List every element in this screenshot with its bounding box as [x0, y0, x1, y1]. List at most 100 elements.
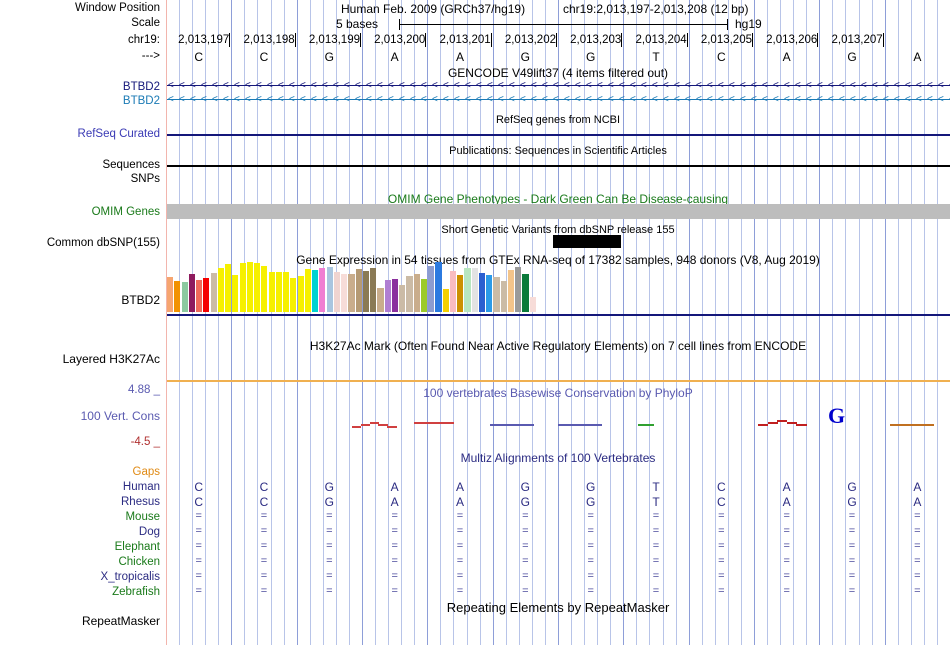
gtex-tissue-bar[interactable]	[384, 279, 391, 312]
gtex-tissue-bar[interactable]	[167, 276, 174, 312]
track-label-omim-genes[interactable]: OMIM Genes	[91, 206, 160, 218]
gtex-tissue-bar[interactable]	[326, 266, 333, 312]
position-text[interactable]: chr19:2,013,197-2,013,208 (12 bp)	[563, 2, 749, 16]
gene-strand-arrow: <	[509, 94, 515, 105]
refseq-gene-line[interactable]	[166, 134, 950, 136]
multiz-species-label-dog[interactable]: Dog	[138, 526, 160, 538]
multiz-species-label-rhesus[interactable]: Rhesus	[121, 496, 160, 508]
multiz-alignment-cell: =	[195, 510, 202, 522]
gtex-tissue-bar[interactable]	[348, 274, 355, 312]
gtex-tissue-bar[interactable]	[442, 288, 449, 312]
gtex-tissue-bar[interactable]	[312, 270, 319, 312]
ruler-tick	[294, 33, 296, 47]
track-label-layered-h3k27ac[interactable]: Layered H3K27Ac	[62, 352, 160, 366]
gene-strand-arrow: <	[619, 80, 625, 91]
gtex-tissue-bar[interactable]	[225, 263, 232, 312]
multiz-species-label-chicken[interactable]: Chicken	[118, 556, 160, 568]
gtex-tissue-bar[interactable]	[304, 269, 311, 312]
multiz-species-label-zebrafish[interactable]: Zebrafish	[112, 586, 160, 598]
multiz-species-label-human[interactable]: Human	[122, 481, 160, 493]
gtex-tissue-bar[interactable]	[478, 273, 486, 312]
phylop-wiggle[interactable]: G	[166, 386, 950, 438]
gtex-tissue-bar[interactable]	[181, 282, 188, 312]
gtex-tissue-bar[interactable]	[391, 278, 399, 312]
grid-line	[754, 0, 755, 645]
multiz-alignment-cell: =	[848, 585, 856, 597]
gtex-tissue-bar[interactable]	[246, 262, 253, 312]
gtex-tissue-bar[interactable]	[377, 287, 384, 312]
gtex-tissue-bar[interactable]	[362, 271, 370, 312]
gtex-tissue-bar[interactable]	[319, 267, 326, 312]
gtex-tissue-bar[interactable]	[406, 275, 413, 312]
gtex-tissue-bar[interactable]	[196, 279, 203, 312]
gtex-tissue-bar[interactable]	[188, 274, 195, 312]
gene-row-btbd2-1[interactable]: < < < < < < < < < < < < < < < < < < < < < < < < < < < < < < < < < < < < < < < <…	[166, 80, 950, 91]
gtex-tissue-bar[interactable]	[449, 271, 457, 312]
gtex-tissue-bar[interactable]	[355, 269, 362, 312]
grid-line	[623, 0, 625, 645]
dbsnp-variant-box[interactable]	[553, 235, 621, 248]
gtex-barchart[interactable]	[167, 262, 537, 312]
gtex-tissue-bar[interactable]	[420, 278, 428, 312]
omim-gene-bar[interactable]	[166, 204, 950, 219]
track-label-repeatmasker[interactable]: RepeatMasker	[81, 614, 160, 628]
gtex-tissue-bar[interactable]	[457, 274, 464, 312]
gtex-tissue-bar[interactable]	[333, 272, 340, 312]
gtex-tissue-bar[interactable]	[515, 266, 522, 312]
gtex-tissue-bar[interactable]	[217, 268, 224, 312]
gtex-tissue-bar[interactable]	[210, 273, 217, 312]
multiz-species-label-x_tropicalis[interactable]: X_tropicalis	[100, 571, 160, 583]
gene-strand-arrow: <	[465, 80, 471, 91]
gene-strand-arrow: <	[223, 80, 229, 91]
track-label-refseq-curated[interactable]: RefSeq Curated	[77, 128, 160, 140]
track-label-btbd2-gencode-1[interactable]: BTBD2	[122, 81, 160, 93]
gtex-tissue-bar[interactable]	[232, 274, 239, 312]
gtex-tissue-bar[interactable]	[428, 265, 435, 312]
gtex-tissue-bar[interactable]	[283, 272, 290, 312]
track-label-common-dbsnp[interactable]: Common dbSNP(155)	[46, 237, 160, 249]
gtex-tissue-bar[interactable]	[500, 281, 507, 312]
multiz-species-label-mouse[interactable]: Mouse	[125, 511, 160, 523]
gtex-tissue-bar[interactable]	[174, 281, 181, 312]
phylop-score-segment	[360, 424, 371, 426]
gtex-tissue-bar[interactable]	[341, 274, 348, 312]
gtex-tissue-bar[interactable]	[493, 276, 500, 312]
ruler-tick	[686, 33, 688, 47]
phylop-base-letter[interactable]: G	[828, 403, 845, 428]
gene-strand-arrow: <	[608, 80, 614, 91]
multiz-species-label-elephant[interactable]: Elephant	[114, 541, 160, 553]
track-label-sequences[interactable]: Sequences	[102, 159, 160, 171]
gtex-tissue-bar[interactable]	[268, 272, 275, 312]
gtex-tissue-bar[interactable]	[261, 265, 268, 312]
gtex-tissue-bar[interactable]	[529, 297, 536, 312]
gtex-tissue-bar[interactable]	[275, 272, 282, 312]
gtex-tissue-bar[interactable]	[399, 285, 406, 312]
gtex-tissue-bar[interactable]	[297, 275, 304, 312]
grid-line	[675, 0, 677, 645]
gtex-tissue-bar[interactable]	[435, 262, 442, 312]
phylop-score-segment	[786, 422, 797, 424]
multiz-species-label-gaps[interactable]: Gaps	[132, 466, 161, 478]
gtex-tissue-bar[interactable]	[413, 274, 420, 312]
gene-row-btbd2-2[interactable]: < < < < < < < < < < < < < < < < < < < < < < < < < < < < < < < < < < < < < < < <…	[166, 94, 950, 105]
publications-line[interactable]	[166, 165, 950, 167]
gtex-tissue-bar[interactable]	[464, 268, 471, 312]
gtex-tissue-bar[interactable]	[239, 262, 246, 312]
gtex-tissue-bar[interactable]	[203, 277, 210, 312]
gene-strand-arrow: <	[828, 80, 834, 91]
gtex-tissue-bar[interactable]	[522, 274, 529, 312]
track-label-snps[interactable]: SNPs	[130, 173, 160, 185]
phylop-axis-min: -4.5 _	[130, 436, 160, 448]
track-label-btbd2-gencode-2[interactable]: BTBD2	[122, 95, 160, 107]
gtex-tissue-bar[interactable]	[471, 267, 478, 312]
grid-line	[740, 0, 742, 645]
gtex-tissue-bar[interactable]	[370, 267, 377, 312]
gtex-tissue-bar[interactable]	[290, 277, 297, 312]
grid-line	[309, 0, 311, 645]
gtex-tissue-bar[interactable]	[254, 262, 261, 312]
track-label-gtex-btbd2[interactable]: BTBD2	[121, 293, 160, 307]
ruler-tick	[752, 33, 753, 47]
track-label-100-vert-cons[interactable]: 100 Vert. Cons	[80, 409, 160, 423]
gtex-tissue-bar[interactable]	[507, 270, 515, 312]
gtex-tissue-bar[interactable]	[486, 274, 493, 312]
